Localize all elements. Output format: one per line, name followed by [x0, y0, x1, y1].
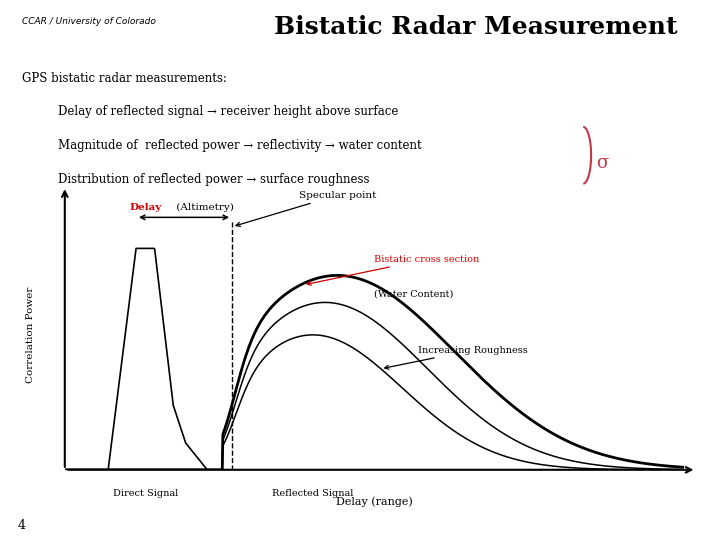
Text: Bistatic cross section: Bistatic cross section [307, 255, 480, 285]
Text: Delay: Delay [130, 203, 162, 212]
Text: Bistatic Radar Measurement: Bistatic Radar Measurement [274, 15, 677, 39]
Text: (Altimetry): (Altimetry) [173, 203, 234, 212]
Text: Correlation Power: Correlation Power [26, 287, 35, 383]
Text: Specular point: Specular point [236, 191, 376, 226]
Text: 4: 4 [18, 518, 26, 532]
Text: Increasing Roughness: Increasing Roughness [384, 346, 528, 369]
Text: Distribution of reflected power → surface roughness: Distribution of reflected power → surfac… [58, 173, 369, 186]
Text: Magnitude of  reflected power → reflectivity → water content: Magnitude of reflected power → reflectiv… [58, 139, 421, 152]
Text: Delay (range): Delay (range) [336, 497, 413, 508]
Text: Delay of reflected signal → receiver height above surface: Delay of reflected signal → receiver hei… [58, 105, 398, 118]
Text: σ: σ [596, 154, 608, 172]
Text: Reflected Signal: Reflected Signal [271, 489, 354, 498]
Text: GPS bistatic radar measurements:: GPS bistatic radar measurements: [22, 71, 227, 85]
Text: (Water Content): (Water Content) [374, 290, 454, 299]
Text: CCAR / University of Colorado: CCAR / University of Colorado [22, 17, 156, 26]
Text: Direct Signal: Direct Signal [112, 489, 178, 498]
